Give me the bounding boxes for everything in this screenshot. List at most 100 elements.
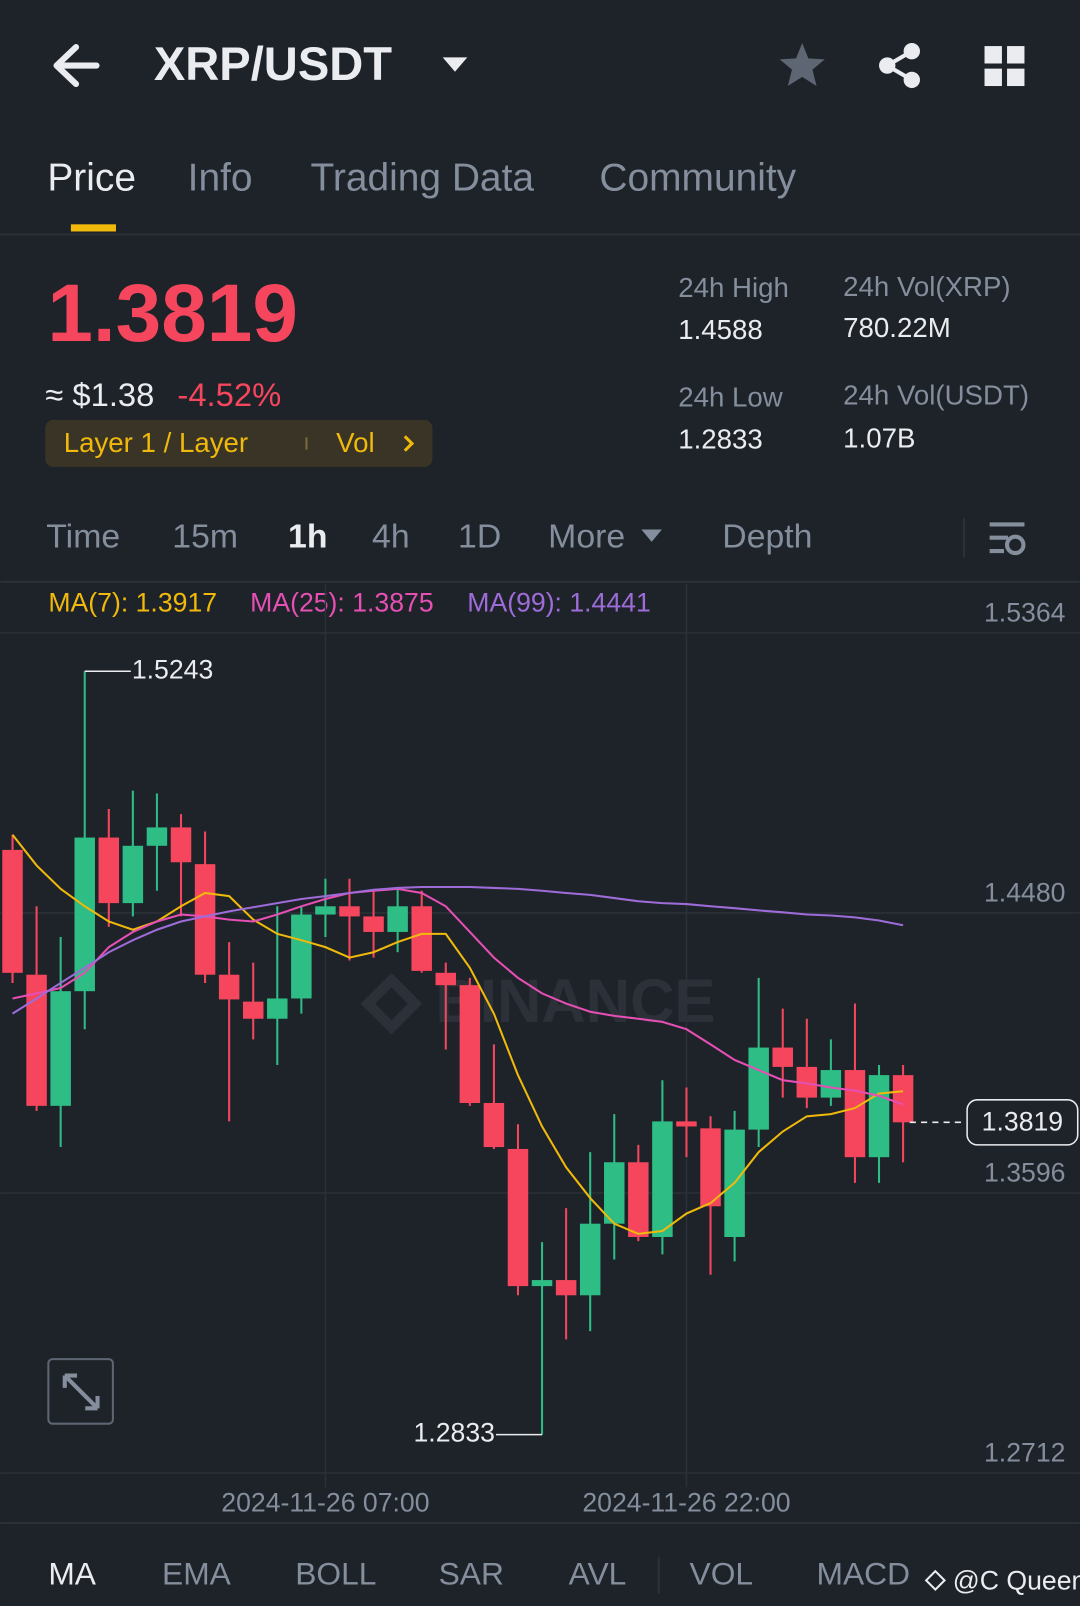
candles <box>2 671 914 1435</box>
y-tick-label: 1.3596 <box>984 1158 1065 1188</box>
share-dot <box>903 71 920 89</box>
indicator[interactable]: MACD <box>817 1556 910 1592</box>
candle-body <box>339 906 360 917</box>
candle-body <box>844 1070 866 1158</box>
candle-body <box>242 1001 264 1019</box>
layout-cell <box>1007 46 1025 64</box>
candle-body <box>435 972 457 986</box>
indicator[interactable]: MA <box>48 1556 96 1592</box>
candle-body <box>892 1075 914 1123</box>
candle-body <box>579 1223 601 1296</box>
low-label: 1.2833 <box>413 1418 494 1448</box>
expand-button[interactable] <box>47 1358 114 1425</box>
candle-body <box>459 985 481 1104</box>
tab[interactable]: Community <box>599 157 796 200</box>
layout-button[interactable] <box>984 46 1025 87</box>
indicator[interactable]: BOLL <box>295 1556 376 1592</box>
divider <box>963 518 966 558</box>
stat-label: 24h Vol(XRP) <box>843 271 1010 302</box>
price-box <box>966 1099 1079 1146</box>
divider <box>0 1522 1080 1525</box>
pair-dropdown[interactable] <box>442 57 468 72</box>
more-dropdown[interactable] <box>641 529 662 542</box>
indicator[interactable]: SAR <box>439 1556 504 1592</box>
legend-entry: MA(7): 1.3917 <box>48 587 217 617</box>
interval[interactable]: More <box>548 518 625 556</box>
candle-body <box>868 1075 890 1158</box>
interval[interactable]: 1D <box>458 518 501 556</box>
back-arrow <box>53 44 100 88</box>
candle-body <box>820 1070 842 1098</box>
y-tick-label: 1.2712 <box>984 1438 1065 1468</box>
tag-chevron <box>403 435 415 452</box>
divider <box>657 1556 660 1594</box>
share-links <box>886 49 913 82</box>
stat-value: 1.2833 <box>678 424 763 455</box>
footer-logo <box>924 1569 947 1592</box>
candle-body <box>74 837 95 992</box>
candle-body <box>411 906 432 971</box>
favorite-star[interactable] <box>779 43 825 87</box>
watermark-logo <box>360 973 423 1035</box>
ma-line <box>11 885 904 1015</box>
high-label: 1.5243 <box>132 654 213 684</box>
indicator[interactable]: EMA <box>162 1556 232 1592</box>
back-button[interactable] <box>53 44 100 88</box>
price-box-label: 1.3819 <box>982 1106 1063 1136</box>
share-dot <box>903 43 920 60</box>
candle-body <box>483 1103 505 1148</box>
interval[interactable]: 4h <box>372 518 410 556</box>
candle-body <box>291 914 312 999</box>
candle-body <box>170 827 192 863</box>
candle-body <box>363 916 384 932</box>
interval[interactable]: Time <box>46 518 120 556</box>
candle-body <box>796 1066 818 1098</box>
layout-cell <box>984 68 1002 87</box>
stat-label: 24h Low <box>678 382 784 413</box>
candle-body <box>315 906 336 915</box>
y-tick-label: 1.4480 <box>984 878 1065 908</box>
pair-title[interactable]: XRP/USDT <box>154 37 392 90</box>
candle-body <box>26 974 47 1106</box>
tag-pill[interactable] <box>45 419 433 468</box>
tag-text: Layer 1 / Layer <box>64 427 248 458</box>
indicator[interactable]: VOL <box>690 1556 754 1592</box>
layout-cell <box>984 46 1002 64</box>
tag-vol: Vol <box>336 427 374 458</box>
interval[interactable]: 15m <box>172 518 238 556</box>
price-change: -4.52% <box>177 376 281 413</box>
tab[interactable]: Price <box>47 157 136 200</box>
candle-body <box>772 1047 793 1067</box>
expand-frame <box>47 1358 114 1425</box>
expand-icon <box>62 1373 100 1411</box>
indicator[interactable]: AVL <box>569 1556 627 1592</box>
divider <box>0 233 1080 236</box>
divider <box>0 580 1080 583</box>
stat-label: 24h High <box>678 272 789 303</box>
settings-lines <box>989 522 1025 554</box>
candle-body <box>98 837 120 904</box>
tab[interactable]: Trading Data <box>311 157 535 200</box>
candle-body <box>555 1280 577 1296</box>
stat-label: 24h Vol(USDT) <box>843 380 1029 411</box>
settings-gear <box>1005 534 1026 556</box>
chart-settings[interactable] <box>989 522 1026 556</box>
candle-body <box>50 991 71 1106</box>
tab[interactable]: Info <box>188 157 253 200</box>
ma-line <box>11 834 904 1235</box>
candle-body <box>507 1148 529 1287</box>
candle-body <box>122 845 144 904</box>
candle-body <box>628 1162 649 1238</box>
candle-body <box>267 998 288 1019</box>
candle-body <box>700 1128 721 1207</box>
ma-line <box>12 887 904 1106</box>
candle-body <box>604 1162 625 1224</box>
candle-body <box>218 974 240 1000</box>
candle-body <box>2 849 23 973</box>
interval[interactable]: 1h <box>288 518 327 556</box>
share-button[interactable] <box>879 43 920 89</box>
interval[interactable]: Depth <box>722 518 812 556</box>
